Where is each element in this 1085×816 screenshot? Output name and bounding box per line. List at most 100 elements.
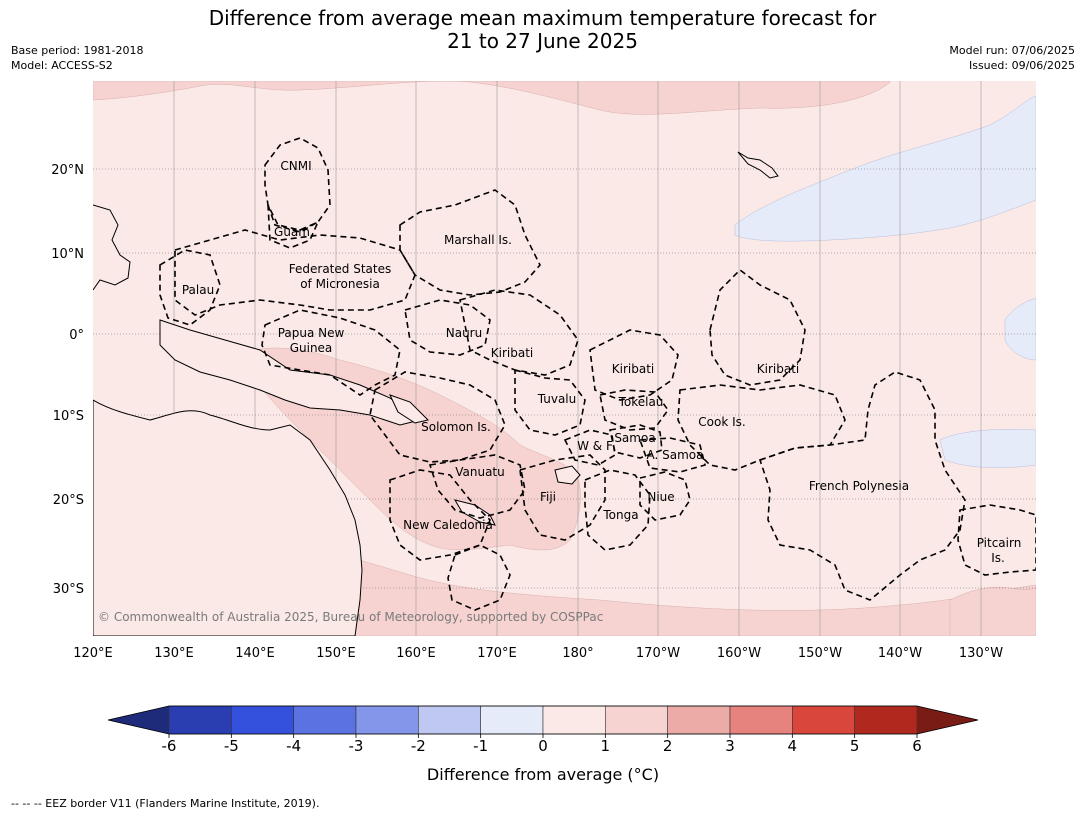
place-label: Kiribati <box>612 362 654 376</box>
longitude-label: 170°W <box>636 646 680 661</box>
eez-vanuatu <box>428 454 526 519</box>
solomon-outline <box>389 394 429 424</box>
anomaly-region-south-east-cool <box>939 429 1036 468</box>
anomaly-region-east-cool <box>1004 297 1036 361</box>
colorbar-tick-label: -6 <box>162 737 177 755</box>
eez-nz-kermadec <box>447 544 511 611</box>
title-line-1: Difference from average mean maximum tem… <box>208 6 877 30</box>
eez-pitcairn <box>957 504 1036 576</box>
eez-marshall <box>399 189 541 296</box>
issued-date: Issued: 09/06/2025 <box>968 59 1075 72</box>
place-label: Vanuatu <box>455 465 505 479</box>
colorbar-box <box>792 705 855 735</box>
colorbar: -6 -5 -4 -3 -2 -1 0 1 2 3 4 5 6 Difference from aver… <box>107 705 979 784</box>
place-label: of Micronesia <box>300 277 380 291</box>
colorbar-box <box>231 705 294 735</box>
place-label: Kiribati <box>757 362 799 376</box>
anomaly-region-north <box>93 81 891 115</box>
landmasses <box>93 151 779 636</box>
latitude-label: 0° <box>69 328 84 343</box>
colorbar-box <box>729 705 793 735</box>
place-label: Palau <box>182 283 214 297</box>
eez-borders <box>159 137 1036 611</box>
colorbar-tick-label: -5 <box>224 737 239 755</box>
eez-png <box>261 309 401 396</box>
latitude-label: 10°S <box>53 409 84 424</box>
place-label: A. Samoa <box>647 448 704 462</box>
place-label: Guinea <box>290 341 333 355</box>
eez-tokelau <box>599 389 669 431</box>
eez-french-polynesia <box>758 371 966 601</box>
longitude-labels: 120°E 130°E 140°E 150°E 160°E 170°E 180° 170°W 1… <box>73 646 1003 661</box>
eez-tuvalu <box>514 368 586 436</box>
place-label: Tokelau <box>618 395 664 409</box>
latitude-label: 30°S <box>53 582 84 597</box>
latitude-label: 10°N <box>51 247 84 262</box>
colorbar-tick-label: 4 <box>788 737 798 755</box>
longitude-label: 150°E <box>316 646 356 661</box>
eez-solomon <box>369 371 506 463</box>
colorbar-box <box>854 705 918 735</box>
place-label: Samoa <box>614 431 655 445</box>
model-name: Model: ACCESS-S2 <box>11 59 113 72</box>
longitude-label: 130°E <box>154 646 194 661</box>
meta-left: Base period: 1981-2018 Model: ACCESS-S2 <box>11 43 143 73</box>
place-label: Pitcairn <box>977 536 1022 550</box>
hawaii-outline <box>737 151 779 179</box>
colorbar-ticks: -6 -5 -4 -3 -2 -1 0 1 2 3 4 5 6 <box>162 734 922 755</box>
place-label: Marshall Is. <box>444 233 512 247</box>
colorbar-tick-label: -2 <box>411 737 426 755</box>
fiji-outline <box>554 465 581 485</box>
eez-guam <box>267 204 320 249</box>
place-label: W & F <box>577 439 613 453</box>
philippines-outline <box>93 204 131 291</box>
colorbar-box <box>605 705 668 735</box>
place-label: Cook Is. <box>698 415 745 429</box>
eez-fiji <box>519 454 606 541</box>
colorbar-boxes <box>168 705 918 735</box>
place-label: Nauru <box>446 326 482 340</box>
eez-palau <box>159 249 221 326</box>
longitude-label: 140°W <box>878 646 922 661</box>
eez-samoa <box>609 424 663 459</box>
latitude-label: 20°N <box>51 163 84 178</box>
latitude-label: 20°S <box>53 493 84 508</box>
eez-kiribati-central <box>589 329 679 401</box>
eez-tonga <box>584 469 651 551</box>
model-run: Model run: 07/06/2025 <box>949 44 1075 57</box>
place-label: French Polynesia <box>809 479 909 493</box>
longitude-label: 120°E <box>73 646 113 661</box>
place-label: CNMI <box>280 159 311 173</box>
colorbar-tick-label: -1 <box>473 737 488 755</box>
latitude-labels: 20°N 10°N 0° 10°S 20°S 30°S <box>51 163 84 597</box>
base-period: Base period: 1981-2018 <box>11 44 144 57</box>
place-label: Tonga <box>602 508 638 522</box>
copyright-notice: © Commonwealth of Australia 2025, Bureau… <box>98 610 603 624</box>
place-label: Is. <box>991 551 1005 565</box>
eez-cnmi <box>264 137 331 231</box>
longitude-label: 160°E <box>396 646 436 661</box>
place-label: Fiji <box>540 490 556 504</box>
eez-american-samoa <box>638 437 706 473</box>
place-label: Tuvalu <box>537 392 577 406</box>
colorbar-tick-label: 3 <box>725 737 735 755</box>
longitude-label: 180° <box>562 646 593 661</box>
eez-footnote: -- -- -- EEZ border V11 (Flanders Marine… <box>11 797 320 810</box>
colorbar-box <box>293 705 357 735</box>
colorbar-tick-label: 2 <box>663 737 673 755</box>
place-label: Solomon Is. <box>421 420 491 434</box>
colorbar-tick-label: 6 <box>912 737 922 755</box>
title-line-2: 21 to 27 June 2025 <box>447 29 638 53</box>
colorbar-tick-label: 1 <box>601 737 611 755</box>
colorbar-box <box>480 705 544 735</box>
colorbar-box <box>355 705 419 735</box>
eez-kiribati-west <box>459 289 579 376</box>
place-label: Federated States <box>289 262 391 276</box>
longitude-label: 160°W <box>717 646 761 661</box>
eez-fsm <box>174 229 416 316</box>
colorbar-box <box>542 705 606 735</box>
longitude-label: 130°W <box>959 646 1003 661</box>
place-label: Niue <box>647 490 674 504</box>
